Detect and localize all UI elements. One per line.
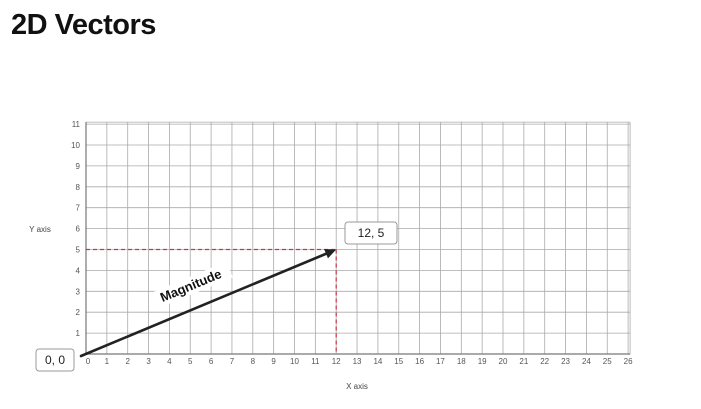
- x-tick-label: 18: [457, 357, 466, 366]
- x-tick-label: 5: [188, 357, 193, 366]
- x-tick-label: 2: [125, 357, 130, 366]
- magnitude-label: Magnitude: [158, 266, 224, 305]
- magnitude-label-bg: [148, 261, 233, 310]
- y-tick-label: 4: [76, 266, 81, 275]
- y-axis-ticks: 1 2 3 4 5 6 7 8 9 10 11: [71, 120, 80, 338]
- y-tick-label: 7: [76, 204, 81, 213]
- arrowhead: [324, 249, 337, 259]
- x-tick-label: 9: [271, 357, 276, 366]
- x-tick-label: 13: [353, 357, 362, 366]
- x-tick-label: 16: [415, 357, 424, 366]
- x-axis-ticks: 0 1 2 3 4 5 6 7 8 9 10 11 12 13 14 15 16 17 18 19 20 21 22 23 24…: [86, 357, 633, 366]
- x-tick-label: 17: [436, 357, 445, 366]
- x-tick-label: 6: [209, 357, 214, 366]
- y-tick-label: 8: [76, 183, 81, 192]
- x-axis-label: X axis: [346, 382, 368, 391]
- y-tick-label: 11: [72, 120, 81, 129]
- point-callout: 12, 5: [344, 221, 398, 245]
- x-tick-label: 7: [230, 357, 235, 366]
- x-tick-label: 19: [478, 357, 487, 366]
- y-tick-label: 5: [76, 246, 81, 255]
- point-callout-box: [344, 221, 398, 245]
- x-tick-label: 3: [146, 357, 151, 366]
- x-tick-label: 24: [582, 357, 591, 366]
- grid: [85, 121, 631, 355]
- y-tick-label: 3: [76, 287, 81, 296]
- origin-callout: 0, 0: [35, 348, 75, 372]
- x-tick-label: 23: [561, 357, 570, 366]
- x-tick-label: 25: [603, 357, 612, 366]
- x-tick-label: 15: [394, 357, 403, 366]
- y-tick-label: 10: [71, 141, 80, 150]
- x-tick-label: 10: [290, 357, 299, 366]
- point-callout-label: 12, 5: [358, 226, 385, 240]
- page-title: 2D Vectors: [11, 9, 156, 41]
- x-tick-label: 14: [373, 357, 382, 366]
- x-tick-label: 4: [167, 357, 172, 366]
- y-tick-label: 1: [76, 329, 81, 338]
- vector-arrow: [79, 252, 328, 358]
- x-tick-label: 8: [251, 357, 256, 366]
- x-tick-label: 21: [519, 357, 528, 366]
- y-tick-label: 6: [76, 225, 81, 234]
- y-axis-label: Y axis: [29, 225, 51, 234]
- y-tick-label: 9: [76, 162, 81, 171]
- x-tick-label: 26: [624, 357, 633, 366]
- x-tick-label: 11: [311, 357, 320, 366]
- x-tick-label: 22: [540, 357, 549, 366]
- y-tick-label: 2: [76, 308, 81, 317]
- x-tick-label: 1: [105, 357, 110, 366]
- origin-callout-label: 0, 0: [45, 353, 65, 367]
- x-tick-label: 0: [86, 357, 91, 366]
- x-tick-label: 12: [332, 357, 341, 366]
- x-tick-label: 20: [499, 357, 508, 366]
- origin-callout-box: [35, 348, 75, 372]
